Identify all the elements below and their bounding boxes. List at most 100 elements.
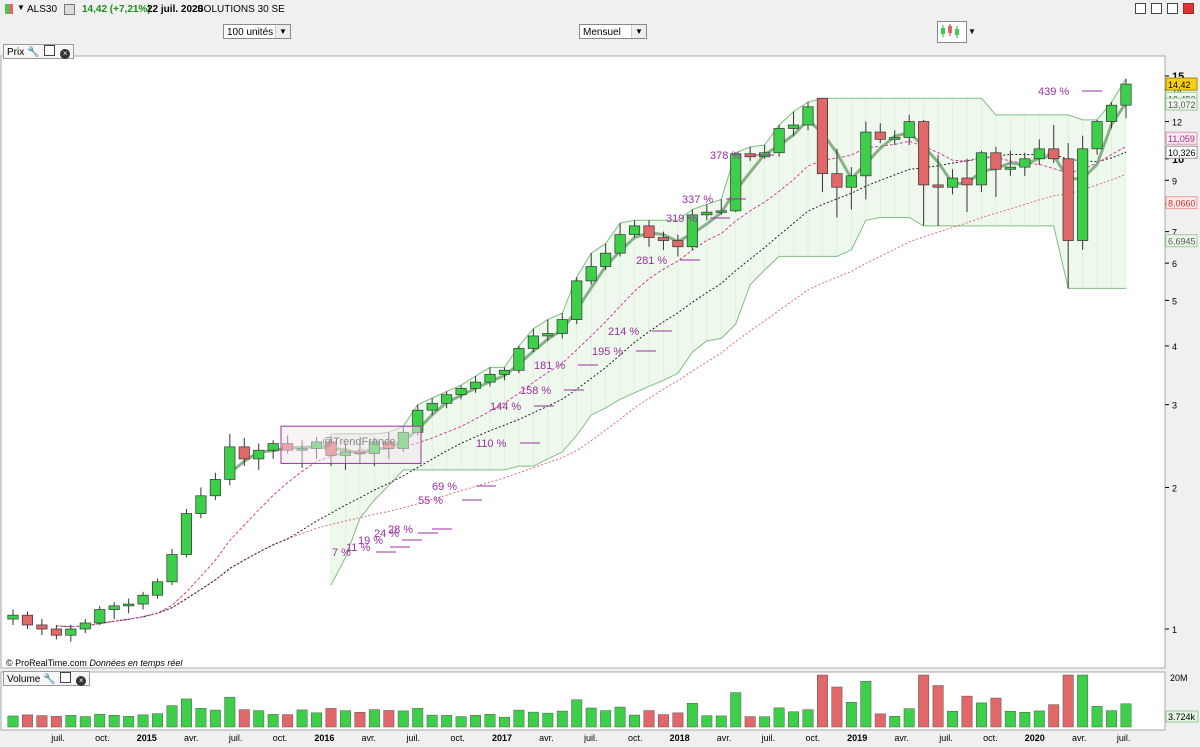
candle-body [1077, 148, 1089, 241]
volume-panel-header: Volume 🔧 × [3, 671, 91, 686]
candle-body [802, 106, 814, 126]
watermark: @TrendFrance [322, 436, 396, 448]
volume-tag-box [1165, 710, 1199, 723]
wrench-icon[interactable]: 🔧 [43, 674, 56, 685]
candle-body [585, 266, 597, 282]
percent-label: 281 % [636, 255, 667, 267]
percent-label: 319 % [666, 213, 697, 225]
candle-body [657, 237, 670, 241]
volume-bar [441, 715, 453, 728]
volume-bar [585, 707, 597, 728]
candle-body [918, 121, 930, 186]
price-tag-box [1165, 77, 1198, 91]
cam-icon[interactable] [64, 4, 75, 15]
price-tag-label: 10,326 [1168, 148, 1196, 158]
chart-style-button[interactable] [937, 21, 967, 43]
percent-label: 378 % [710, 150, 741, 162]
volume-bar [1091, 705, 1103, 728]
candle-body [975, 152, 988, 186]
x-tick-label: oct. [273, 733, 288, 743]
wrench-icon[interactable]: 🔧 [27, 47, 40, 58]
percent-label: 19 % [358, 535, 383, 547]
candle-body [209, 479, 221, 497]
instrument-name: SOLUTIONS 30 SE [197, 4, 285, 15]
volume-bar [744, 716, 756, 728]
candle-body [94, 609, 106, 624]
volume-bar [455, 716, 467, 728]
percent-label: 195 % [592, 346, 623, 358]
volume-bar [253, 710, 265, 728]
volume-bar [123, 716, 135, 728]
ticker-dropdown-icon[interactable]: ▼ [17, 3, 25, 12]
chart-style-dropdown-icon[interactable]: ▼ [968, 27, 976, 36]
window-icon[interactable] [44, 45, 56, 56]
volume-bar [889, 716, 901, 728]
candle-body [831, 173, 843, 188]
candle-body [643, 225, 655, 238]
close-icon[interactable] [1183, 3, 1194, 14]
x-tick-label: 2020 [1025, 733, 1045, 743]
panel-close-icon[interactable]: × [76, 676, 87, 686]
volume-bar [50, 716, 62, 728]
x-tick-label: avr. [184, 733, 199, 743]
x-tick-label: oct. [95, 733, 110, 743]
volume-bar [961, 695, 973, 728]
ticker-icon[interactable] [5, 4, 13, 14]
volume-bar [383, 710, 395, 728]
volume-bar [282, 714, 294, 728]
candle-body [715, 210, 727, 213]
footer-copyright: © ProRealTime.com [6, 658, 87, 668]
candle-body [50, 628, 62, 636]
volume-panel-label: Volume [7, 674, 41, 685]
volume-bar [802, 709, 814, 728]
volume-bar [788, 711, 799, 728]
price-tag-box [1165, 145, 1198, 159]
panel-close-icon[interactable]: × [60, 49, 71, 59]
candle-body [860, 131, 872, 177]
footer-credit: © ProRealTime.com Données en temps réel [6, 658, 182, 668]
candle-body [441, 394, 453, 404]
candle-body [253, 449, 265, 460]
volume-bar [658, 714, 669, 728]
candle-body [946, 177, 959, 188]
base-range-box [280, 425, 422, 464]
y-tick-label: 14 [1172, 86, 1182, 96]
percent-label: 214 % [608, 326, 639, 338]
x-tick-label: avr. [1072, 733, 1087, 743]
minimize-icon[interactable] [1150, 3, 1162, 14]
volume-bar [600, 710, 612, 728]
price-tag-label: 8,0660 [1168, 199, 1196, 209]
menu-icon[interactable] [1134, 3, 1146, 14]
volume-bar [932, 685, 944, 728]
maximize-icon[interactable] [1166, 3, 1178, 14]
period-select[interactable]: Mensuel ▼ [579, 24, 647, 39]
candle-body [1091, 121, 1103, 150]
volume-bar [1120, 703, 1132, 728]
volume-tick-label: 20M [1170, 673, 1188, 683]
price-tag-label: 14,42 [1168, 80, 1191, 90]
volume-bar [181, 698, 192, 728]
y-tick-label: 4 [1172, 342, 1177, 352]
volume-bar [1048, 704, 1060, 728]
candle-body [701, 211, 713, 216]
window-icon[interactable] [60, 672, 72, 683]
percent-label: 28 % [388, 524, 413, 536]
volume-bar [36, 715, 48, 728]
volume-bar [397, 710, 409, 728]
volume-bar [137, 714, 149, 728]
candle-body [845, 175, 857, 188]
ticker[interactable]: ALS30 [27, 4, 58, 15]
price-tag-box [1165, 131, 1198, 145]
candle-body [542, 333, 554, 337]
volume-bar [412, 708, 424, 728]
volume-bar [556, 710, 568, 728]
units-select[interactable]: 100 unités ▼ [223, 24, 291, 39]
x-tick-label: avr. [539, 733, 554, 743]
candle-body [224, 446, 236, 480]
volume-bar [79, 716, 91, 728]
candle-body [686, 214, 698, 248]
y-tick-label: 9 [1172, 176, 1177, 186]
candle-body [151, 581, 164, 596]
period-select-value: Mensuel [583, 27, 621, 38]
toolbar: 100 unités ▼ Mensuel ▼ ▼ [0, 20, 1200, 43]
